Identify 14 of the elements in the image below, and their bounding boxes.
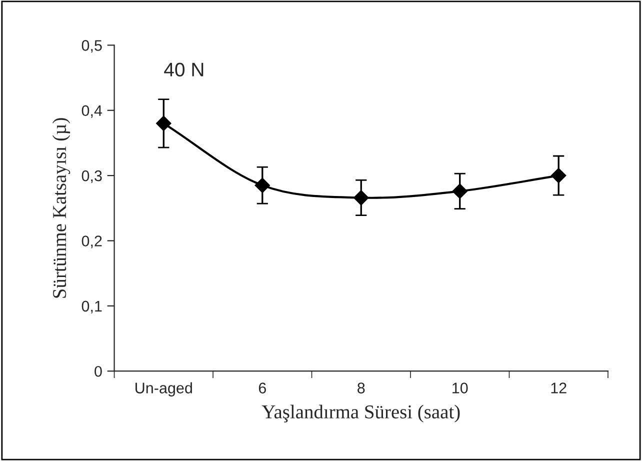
y-tick-label: 0,2	[82, 236, 102, 248]
x-tick-label: Un-aged	[136, 382, 192, 396]
x-tick-label: 10	[452, 382, 468, 394]
y-tick-label: 0,5	[82, 40, 102, 53]
x-tick-label: 8	[358, 382, 365, 394]
x-tick-label: 12	[551, 382, 566, 394]
y-tick-label: 0,1	[82, 300, 102, 314]
annotation: 40 N	[164, 62, 204, 76]
y-tick-label: 0	[94, 366, 102, 377]
y-tick-label: 0,4	[82, 105, 102, 118]
y-axis-title: Sürtünme Katsayısı (µ)	[52, 118, 70, 298]
y-tick-label: 0,3	[82, 170, 102, 184]
x-tick-label: 6	[258, 382, 266, 394]
x-axis-title: Yaşlandırma Süresi (saat)	[262, 404, 460, 422]
